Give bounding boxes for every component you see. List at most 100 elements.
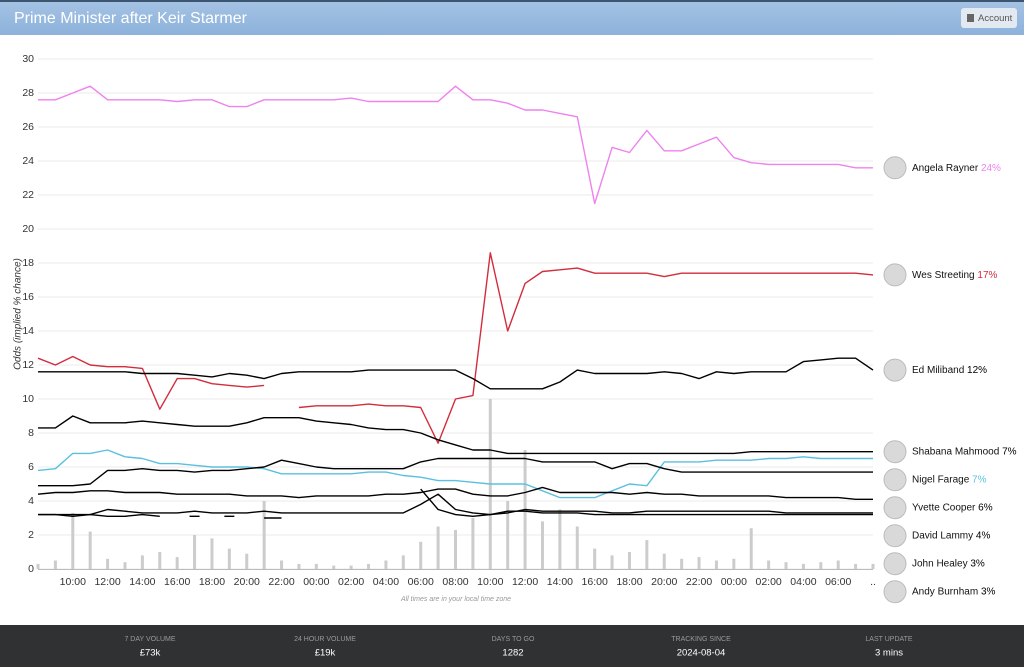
volume-bar (662, 553, 666, 569)
account-icon (967, 14, 974, 22)
legend-name: David Lammy (912, 530, 973, 541)
volume-bar (506, 501, 510, 569)
stat-value: £73k (140, 648, 161, 659)
stat-value: 3 mins (875, 648, 903, 659)
legend-name: Wes Streeting (912, 270, 975, 281)
x-tick-label: .. (870, 576, 876, 588)
volume-bar (384, 560, 388, 569)
time-note: All times are in your local time zone (400, 596, 511, 603)
stat-value: 1282 (502, 648, 523, 659)
legend-entry: John Healey 3% (912, 558, 985, 569)
x-tick-label: 12:00 (512, 576, 538, 588)
x-tick-label: 12:00 (94, 576, 120, 588)
x-tick-label: 14:00 (129, 576, 155, 588)
avatar (883, 580, 907, 604)
header-bar (0, 0, 1024, 35)
x-tick-label: 18:00 (199, 576, 225, 588)
series-line (38, 493, 873, 516)
volume-bar (419, 541, 423, 569)
header-edge (0, 0, 1024, 2)
series-line (420, 488, 873, 517)
legend-name: Angela Rayner (912, 162, 979, 173)
legend-name: John Healey (912, 558, 968, 569)
avatar (883, 552, 907, 576)
y-tick-label: 14 (22, 325, 34, 337)
stat-value: £19k (315, 648, 336, 659)
legend-name: Andy Burnham (912, 586, 978, 597)
volume-bar (749, 528, 753, 569)
stat-label: 7 DAY VOLUME (124, 636, 175, 643)
legend-latest: 7% (972, 474, 987, 485)
avatar (883, 496, 907, 520)
series-line (37, 449, 873, 499)
volume-bar (175, 557, 179, 569)
volume-bar (245, 553, 249, 569)
x-tick-label: 10:00 (477, 576, 503, 588)
volume-bar (784, 562, 788, 569)
volume-bar (732, 558, 736, 569)
legend-latest: 4% (976, 530, 991, 541)
avatar (883, 440, 907, 464)
x-tick-label: 00:00 (721, 576, 747, 588)
volume-bar (593, 548, 597, 569)
x-tick-label: 16:00 (582, 576, 608, 588)
legend-latest: 3% (970, 558, 985, 569)
y-tick-label: 22 (22, 189, 34, 201)
legend-name: Yvette Cooper (912, 502, 976, 513)
legend-latest: 17% (977, 270, 997, 281)
series-line (298, 252, 874, 444)
series-line (37, 355, 265, 410)
volume-bar (193, 535, 197, 569)
volume-bar (88, 531, 92, 569)
x-tick-label: 22:00 (268, 576, 294, 588)
account-button[interactable] (961, 8, 1017, 28)
series-line (37, 486, 873, 500)
volume-bar (610, 555, 614, 569)
x-tick-label: 16:00 (164, 576, 190, 588)
series-line (38, 357, 874, 390)
legend-name: Shabana Mahmood (912, 446, 999, 457)
x-tick-label: 20:00 (651, 576, 677, 588)
y-tick-label: 12 (22, 359, 34, 371)
avatar (883, 156, 907, 180)
x-tick-label: 10:00 (60, 576, 86, 588)
x-tick-label: 18:00 (616, 576, 642, 588)
legend-entry: Angela Rayner 24% (912, 162, 1001, 173)
volume-bar (262, 501, 266, 569)
y-tick-label: 18 (22, 257, 34, 269)
x-tick-label: 02:00 (755, 576, 781, 588)
volume-bar (819, 562, 823, 569)
account-label[interactable]: Account (978, 13, 1013, 24)
avatar (883, 358, 907, 382)
avatar (883, 263, 907, 287)
volume-bar (280, 560, 284, 569)
volume-bar (227, 548, 231, 569)
legend-entry: Andy Burnham 3% (912, 586, 995, 597)
legend-latest: 7% (1002, 446, 1017, 457)
stat-label: 24 HOUR VOLUME (294, 636, 356, 643)
y-tick-label: 2 (28, 529, 34, 541)
volume-bar (471, 518, 475, 569)
volume-bar (53, 560, 57, 569)
x-tick-label: 04:00 (373, 576, 399, 588)
x-tick-label: 06:00 (408, 576, 434, 588)
volume-bar (714, 560, 718, 569)
volume-bar (297, 563, 301, 569)
x-tick-label: 04:00 (790, 576, 816, 588)
volume-bar (71, 512, 75, 569)
stat-label: DAYS TO GO (492, 636, 535, 643)
legend-entry: Nigel Farage 7% (912, 474, 987, 485)
page-title: Prime Minister after Keir Starmer (14, 10, 248, 27)
series-line (38, 513, 160, 517)
legend-name: Nigel Farage (912, 474, 970, 485)
y-tick-label: 30 (22, 53, 34, 65)
legend-latest: 3% (981, 586, 996, 597)
footer-bar (0, 625, 1024, 667)
x-tick-label: 02:00 (338, 576, 364, 588)
volume-bar (697, 557, 701, 569)
volume-bar (854, 563, 858, 569)
y-tick-label: 4 (28, 495, 34, 507)
x-tick-label: 00:00 (303, 576, 329, 588)
x-tick-label: 20:00 (234, 576, 260, 588)
volume-bar (314, 563, 318, 569)
